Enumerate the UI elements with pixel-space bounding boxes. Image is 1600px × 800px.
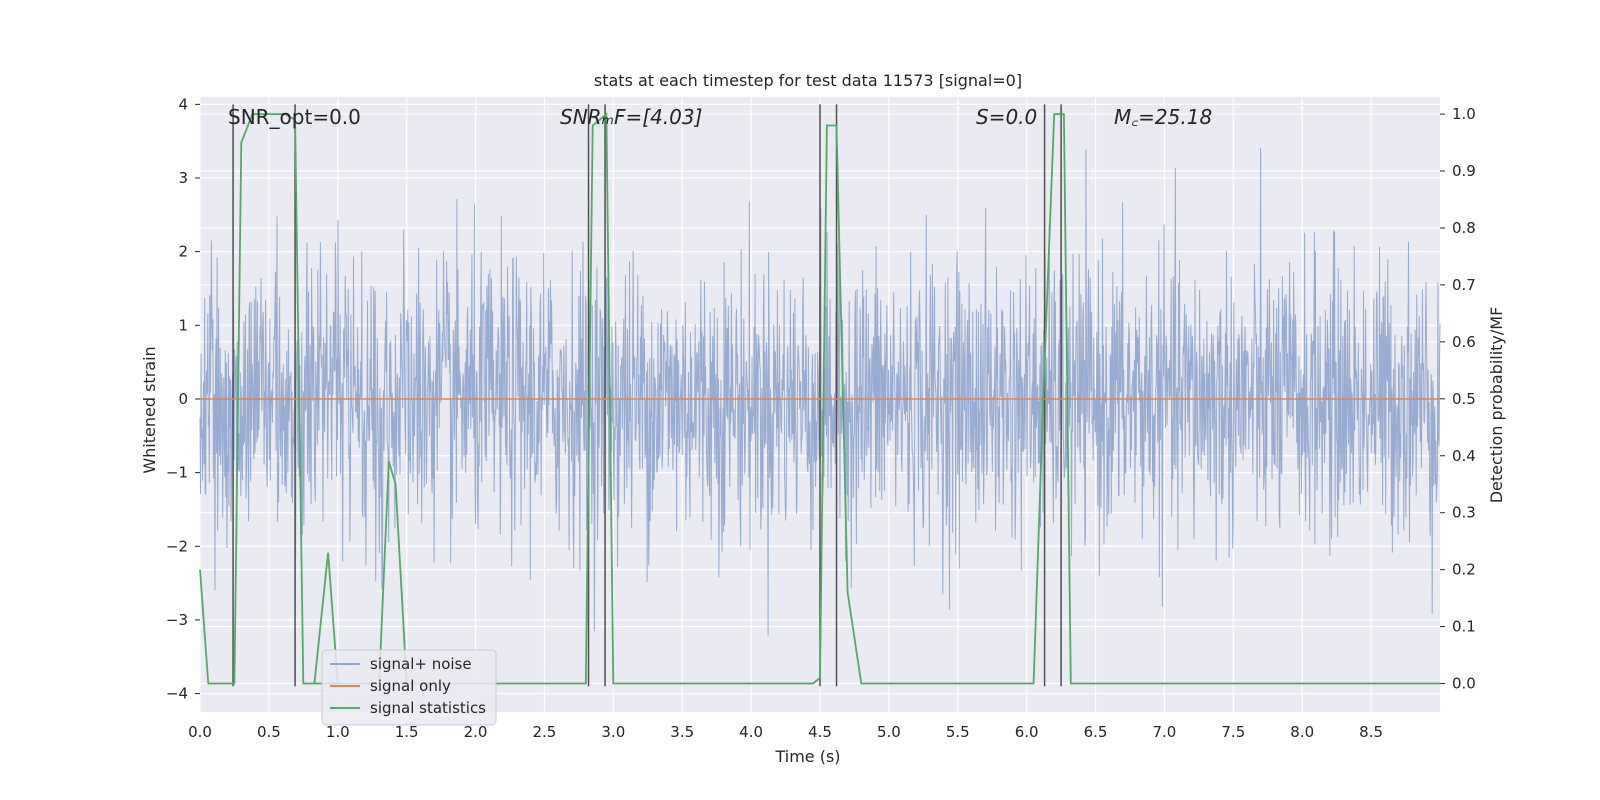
x-tick-label: 6.0 <box>1015 723 1039 741</box>
x-tick-label: 1.5 <box>395 723 419 741</box>
y2-tick-label: 0.8 <box>1452 219 1476 237</box>
x-tick-label: 0.5 <box>257 723 281 741</box>
y-tick-label: 2 <box>178 243 188 261</box>
y2-tick-label: 0.6 <box>1452 333 1476 351</box>
x-tick-label: 5.5 <box>946 723 970 741</box>
y2-tick-label: 0.5 <box>1452 390 1476 408</box>
x-tick-label: 4.5 <box>808 723 832 741</box>
y-tick-label: −3 <box>166 611 188 629</box>
legend-label-signal-noise: signal+ noise <box>370 655 472 673</box>
annotation-snr-opt: SNR_opt=0.0 <box>228 105 361 129</box>
y-tick-label: 0 <box>178 390 188 408</box>
y2-tick-label: 1.0 <box>1452 105 1476 123</box>
y2-tick-label: 0.9 <box>1452 162 1476 180</box>
y2-tick-label: 0.0 <box>1452 675 1476 693</box>
y2-axis-label: Detection probability/MF <box>1487 307 1506 504</box>
y-tick-label: −1 <box>166 464 188 482</box>
y2-tick-label: 0.3 <box>1452 504 1476 522</box>
y-tick-label: −2 <box>166 537 188 555</box>
x-tick-label: 3.5 <box>670 723 694 741</box>
x-tick-label: 4.0 <box>739 723 763 741</box>
y2-tick-label: 0.7 <box>1452 276 1476 294</box>
axes: 0.0 0.5 1.0 1.5 2.0 2.5 3.0 3.5 4.0 4.5 5.0 5.5 6.0 6… <box>166 95 1476 741</box>
x-tick-label: 8.5 <box>1359 723 1383 741</box>
y-tick-label: 1 <box>178 316 188 334</box>
x-axis-label: Time (s) <box>774 747 840 766</box>
annotation-s: S=0.0 <box>976 105 1037 129</box>
y-tick-label: 3 <box>178 169 188 187</box>
x-tick-label: 7.0 <box>1153 723 1177 741</box>
y-tick-label: 4 <box>178 95 188 113</box>
y2-tick-label: 0.4 <box>1452 447 1476 465</box>
legend: signal+ noise signal only signal statist… <box>321 649 497 726</box>
x-tick-label: 2.0 <box>464 723 488 741</box>
series-signal-statistics <box>199 112 1440 685</box>
x-tick-label: 0.0 <box>188 723 212 741</box>
x-tick-label: 3.0 <box>601 723 625 741</box>
chart-title: stats at each timestep for test data 115… <box>594 71 1022 90</box>
y-tick-label: −4 <box>166 685 188 703</box>
x-tick-label: 5.0 <box>877 723 901 741</box>
x-tick-label: 8.0 <box>1290 723 1314 741</box>
x-tick-label: 6.5 <box>1084 723 1108 741</box>
annotation-snr-mf: SNRₘF=[4.03] <box>560 105 702 129</box>
legend-frame <box>321 649 497 726</box>
signal-statistics-line <box>199 112 1440 685</box>
legend-label-signal-statistics: signal statistics <box>370 699 486 717</box>
x-tick-label: 1.0 <box>326 723 350 741</box>
x-tick-label: 7.5 <box>1221 723 1245 741</box>
y2-tick-label: 0.2 <box>1452 561 1476 579</box>
annotation-mc: M꜀=25.18 <box>1114 105 1212 129</box>
legend-label-signal-only: signal only <box>370 677 451 695</box>
x-tick-label: 2.5 <box>533 723 557 741</box>
y2-tick-label: 0.1 <box>1452 618 1476 636</box>
y-axis-label: Whitened strain <box>140 346 159 473</box>
